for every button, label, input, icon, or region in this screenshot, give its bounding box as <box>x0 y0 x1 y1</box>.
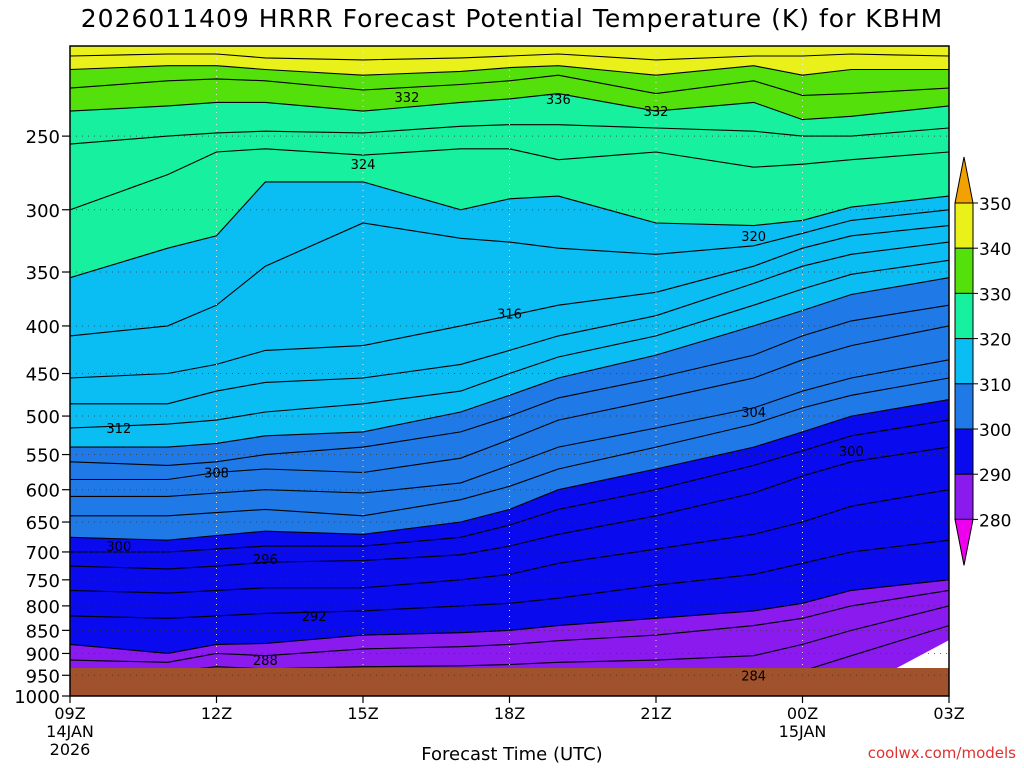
contour-label: 296 <box>253 553 278 568</box>
x-axis-title: Forecast Time (UTC) <box>421 744 603 765</box>
x-tick-date: 14JAN <box>46 722 94 741</box>
y-tick-label: 650 <box>26 513 60 534</box>
isentrope-line <box>70 209 949 337</box>
isentrope-line <box>70 53 949 61</box>
contour-label: 320 <box>741 230 766 245</box>
colorbar-swatch <box>954 247 974 294</box>
contour-label: 312 <box>106 422 131 437</box>
contour-label: 332 <box>644 105 669 120</box>
y-tick-label: 350 <box>26 263 60 284</box>
isentrope-line <box>70 419 949 553</box>
y-axis: 2503003504004505005506006507007508008509… <box>14 127 70 708</box>
x-tick-label: 21Z <box>640 704 671 723</box>
y-tick-label: 450 <box>26 365 60 386</box>
contour-label: 316 <box>497 308 522 323</box>
colorbar-swatch <box>954 338 974 385</box>
x-tick-label: 18Z <box>494 704 525 723</box>
y-tick-label: 550 <box>26 446 60 467</box>
colorbar-label: 320 <box>979 331 1011 351</box>
isentrope-line <box>70 589 949 663</box>
contour-label: 304 <box>741 406 766 421</box>
isentrope-line <box>70 93 949 121</box>
x-tick-label: 03Z <box>933 704 964 723</box>
credit-link[interactable]: coolwx.com/models <box>867 744 1016 762</box>
contour-label: 288 <box>253 654 278 669</box>
isentrope-line <box>70 74 949 96</box>
x-tick-label: 12Z <box>201 704 232 723</box>
y-tick-label: 900 <box>26 644 60 665</box>
contour-label: 292 <box>302 610 327 625</box>
colorbar-label: 290 <box>979 466 1011 486</box>
isentrope-line <box>70 359 949 497</box>
isentrope-line <box>70 65 949 76</box>
colorbar-top-arrow <box>954 156 974 204</box>
contour-label: 308 <box>204 467 229 482</box>
isentrope-line <box>70 259 949 429</box>
colorbar-label: 330 <box>979 285 1011 305</box>
colorbar: 350 340 330 320 310 300 290 280 <box>954 156 1011 566</box>
contour-label: 300 <box>106 540 131 555</box>
y-tick-label: 750 <box>26 571 60 592</box>
x-tick-date: 15JAN <box>779 722 827 741</box>
colorbar-bottom-arrow <box>954 518 974 566</box>
y-tick-label: 700 <box>26 543 60 564</box>
contour-label: 300 <box>839 445 864 460</box>
grid-layer <box>70 46 949 676</box>
colorbar-swatch <box>954 292 974 340</box>
y-tick-label: 850 <box>26 621 60 642</box>
contour-label: 336 <box>546 93 571 108</box>
isentrope-line <box>70 579 949 654</box>
x-tick-label: 15Z <box>347 704 378 723</box>
y-tick-label: 250 <box>26 127 60 148</box>
colorbar-swatch <box>954 202 974 249</box>
y-tick-label: 400 <box>26 317 60 338</box>
isentrope-line <box>70 304 949 466</box>
chart-title: 2026011409 HRRR Forecast Potential Tempe… <box>80 4 944 33</box>
colorbar-label: 280 <box>979 511 1011 531</box>
contour-label: 324 <box>351 158 376 173</box>
y-tick-label: 300 <box>26 201 60 222</box>
ground-terrain <box>70 668 949 696</box>
contour-label: 284 <box>741 669 766 684</box>
isentrope-line-layer <box>70 53 949 668</box>
isentrope-line <box>70 241 949 405</box>
x-tick-label: 09Z <box>54 704 85 723</box>
y-tick-label: 500 <box>26 407 60 428</box>
colorbar-swatch <box>954 473 974 520</box>
x-tick-year: 2026 <box>50 740 91 759</box>
colorbar-swatch <box>954 428 974 475</box>
y-tick-label: 800 <box>26 597 60 618</box>
colorbar-label: 300 <box>979 421 1011 441</box>
y-tick-label: 1000 <box>14 687 60 708</box>
colorbar-label: 310 <box>979 376 1011 396</box>
isentrope-line <box>70 377 949 517</box>
y-tick-label: 600 <box>26 481 60 502</box>
colorbar-swatch <box>954 383 974 430</box>
y-tick-label: 950 <box>26 666 60 687</box>
isentrope-line <box>70 539 949 619</box>
isentrope-line <box>70 399 949 541</box>
contour-label-layer: 332 336 332 324 320 316 312 308 304 300 300 296 292 2… <box>106 91 864 684</box>
colorbar-label: 350 <box>979 195 1011 215</box>
x-tick-label: 00Z <box>787 704 818 723</box>
isentrope-line <box>70 446 949 570</box>
colorbar-label: 340 <box>979 240 1011 260</box>
contour-label: 332 <box>395 91 420 106</box>
